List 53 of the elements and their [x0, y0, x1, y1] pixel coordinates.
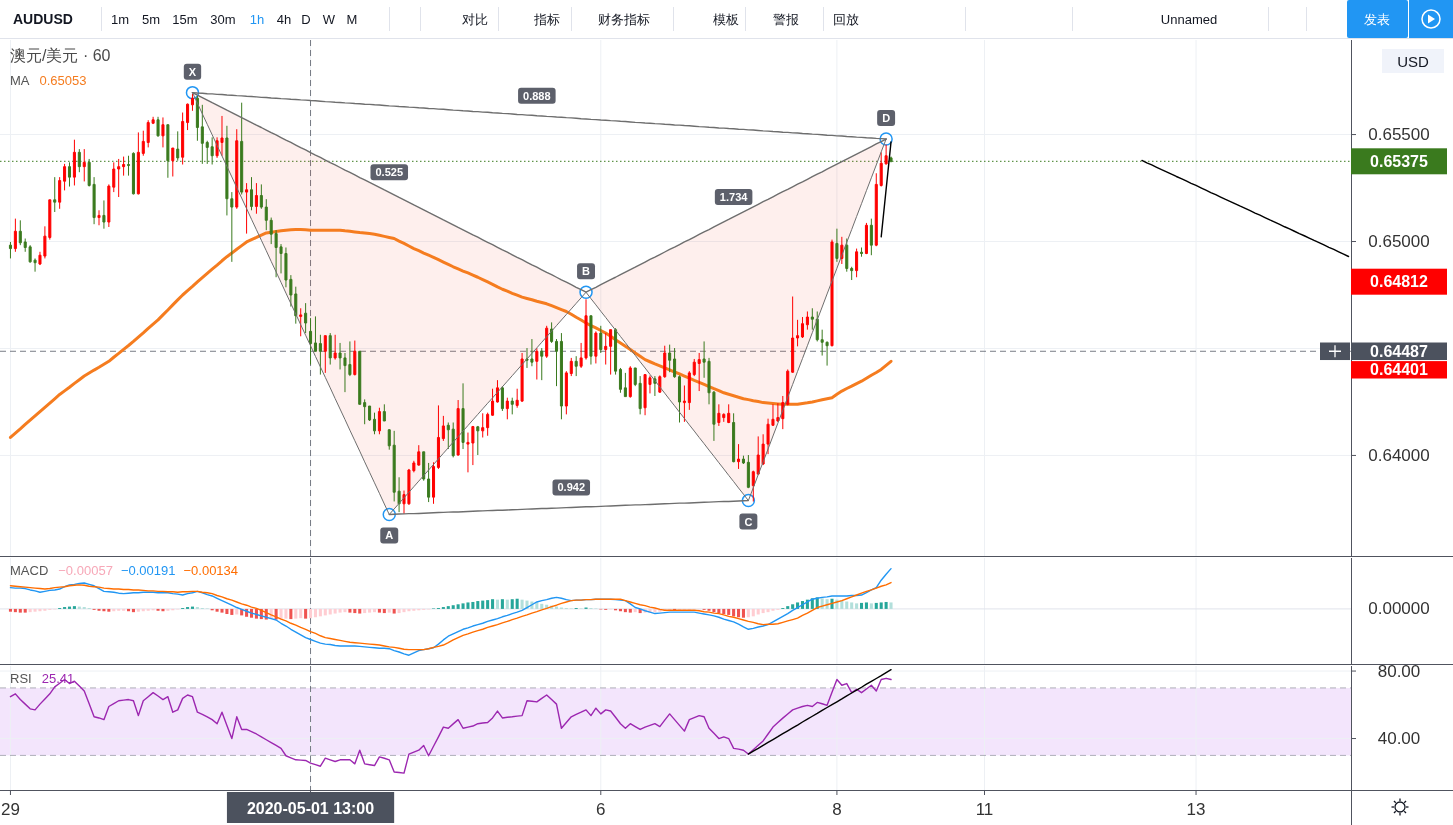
x-tick-label: 8 [832, 799, 842, 819]
ref-line-label: 0.64487 [1370, 342, 1429, 360]
y-tick-label: 0.65000 [1368, 232, 1430, 252]
text: W [322, 11, 336, 27]
annotation: D [882, 112, 891, 125]
text: AUDUSD [13, 11, 73, 27]
text: 0.64812 [1370, 273, 1429, 291]
annotation: 0.525 [375, 166, 404, 179]
annotation: 0.942 [557, 481, 586, 494]
text: 回放 [833, 11, 859, 27]
legend-title: MA [10, 72, 30, 88]
x-tick-label: 13 [1186, 799, 1206, 819]
x-tick-label: 11 [975, 799, 994, 819]
text: 0.64401 [1370, 361, 1429, 379]
text: 0.65053 [39, 72, 87, 88]
text: 警报 [773, 11, 799, 27]
text: 对比 [462, 11, 488, 27]
text: USD [1397, 52, 1429, 70]
annotation: A [385, 529, 394, 542]
y-tick-label: 0.65500 [1368, 125, 1430, 145]
y-tick-label: 80.00 [1377, 661, 1421, 681]
text: 1h [249, 11, 265, 27]
x-tick-label: 2020-05-01 13:00 [246, 799, 375, 817]
text: −0.00057 [58, 562, 113, 578]
x-tick-label: 6 [596, 799, 606, 819]
annotation: B [582, 265, 591, 278]
text: D [301, 11, 311, 27]
text: 指标 [533, 11, 560, 27]
series-label: −0.00191 [120, 562, 176, 578]
series-label: 25.41 [41, 670, 75, 686]
text: 15m [172, 11, 198, 27]
annotation: 1.734 [719, 190, 749, 203]
text: 财务指标 [598, 11, 650, 27]
text: M [346, 11, 358, 27]
annotation: C [744, 515, 753, 528]
y-tick-label: 40.00 [1377, 729, 1421, 749]
text: 发表 [1364, 11, 1390, 27]
annotation: X [188, 65, 197, 78]
ref-line-label: 0.65375 [1370, 152, 1429, 170]
x-tick-label: 29 [1, 799, 20, 819]
text: 5m [141, 11, 161, 27]
text: 1m [110, 11, 130, 27]
text: 0.00000 [1368, 599, 1430, 619]
text: 模板 [713, 11, 739, 27]
legend-title: RSI [10, 670, 32, 686]
series-label: −0.00134 [183, 562, 239, 578]
text: Unnamed [1160, 11, 1218, 27]
y-tick-label: 0.64000 [1368, 445, 1430, 465]
annotation: 0.888 [523, 89, 551, 102]
text: 30m [210, 11, 236, 27]
text: 4h [276, 11, 292, 27]
chart-title: 澳元/美元 · 60 [10, 46, 111, 64]
legend-title: MACD [10, 562, 49, 578]
